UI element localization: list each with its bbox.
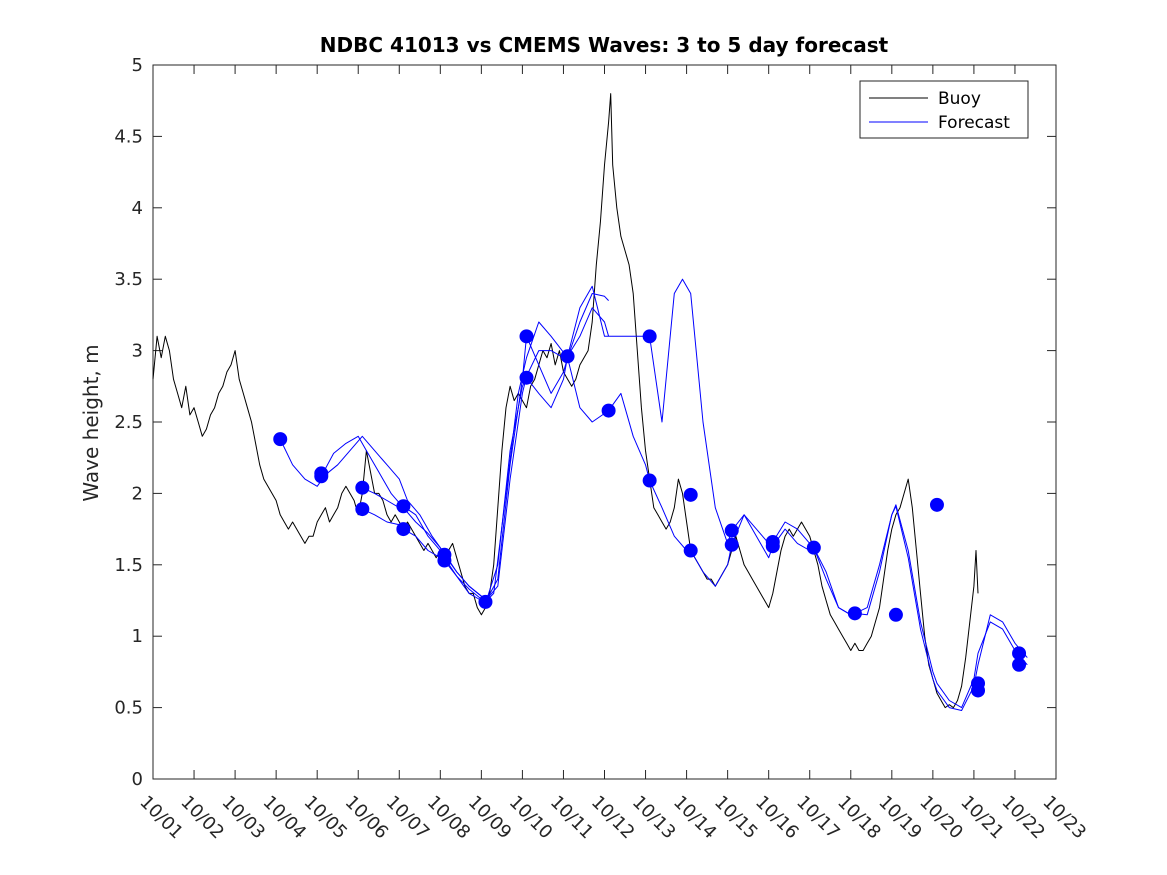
chart-title: NDBC 41013 vs CMEMS Waves: 3 to 5 day fo… [320,33,889,57]
forecast-marker [847,606,862,621]
forecast-marker [314,466,329,481]
y-tick-label: 3.5 [114,269,143,290]
forecast-marker [478,594,493,609]
forecast-marker [724,523,739,538]
forecast-marker [355,480,370,495]
forecast-marker [765,539,780,554]
forecast-marker [601,403,616,418]
forecast-marker [519,370,534,385]
y-tick-label: 1 [132,626,143,647]
y-tick-label: 0.5 [114,698,143,719]
y-tick-label: 1.5 [114,555,143,576]
forecast-marker [437,553,452,568]
y-tick-label: 5 [132,55,143,76]
y-tick-label: 2 [132,483,143,504]
forecast-marker [560,349,575,364]
y-axis-label: Wave height, m [79,344,103,501]
forecast-line-4 [362,278,1028,711]
forecast-marker [1012,657,1027,672]
plot-area: 00.511.522.533.544.5510/0110/0210/0310/0… [114,55,1090,843]
forecast-marker [396,499,411,514]
y-tick-label: 0 [132,769,143,790]
forecast-marker [396,522,411,537]
legend-box [859,80,1029,139]
forecast-marker [888,607,903,622]
axes-box [152,64,1057,780]
y-tick-label: 3 [132,341,143,362]
forecast-line-3 [362,335,1028,709]
y-tick-label: 4 [132,198,143,219]
legend-label-forecast: Forecast [938,113,1010,133]
buoy-line [152,93,979,709]
forecast-marker [683,487,698,502]
forecast-marker [519,329,534,344]
forecast-marker [273,432,288,447]
y-tick-label: 2.5 [114,412,143,433]
forecast-marker [642,329,657,344]
forecast-marker [929,497,944,512]
forecast-marker [642,473,657,488]
forecast-marker [724,537,739,552]
legend-label-buoy: Buoy [938,89,981,109]
forecast-marker [971,683,986,698]
forecast-marker [683,543,698,558]
y-tick-label: 4.5 [114,126,143,147]
forecast-marker [355,502,370,517]
forecast-marker [806,540,821,555]
legend: Buoy Forecast [859,80,1029,139]
